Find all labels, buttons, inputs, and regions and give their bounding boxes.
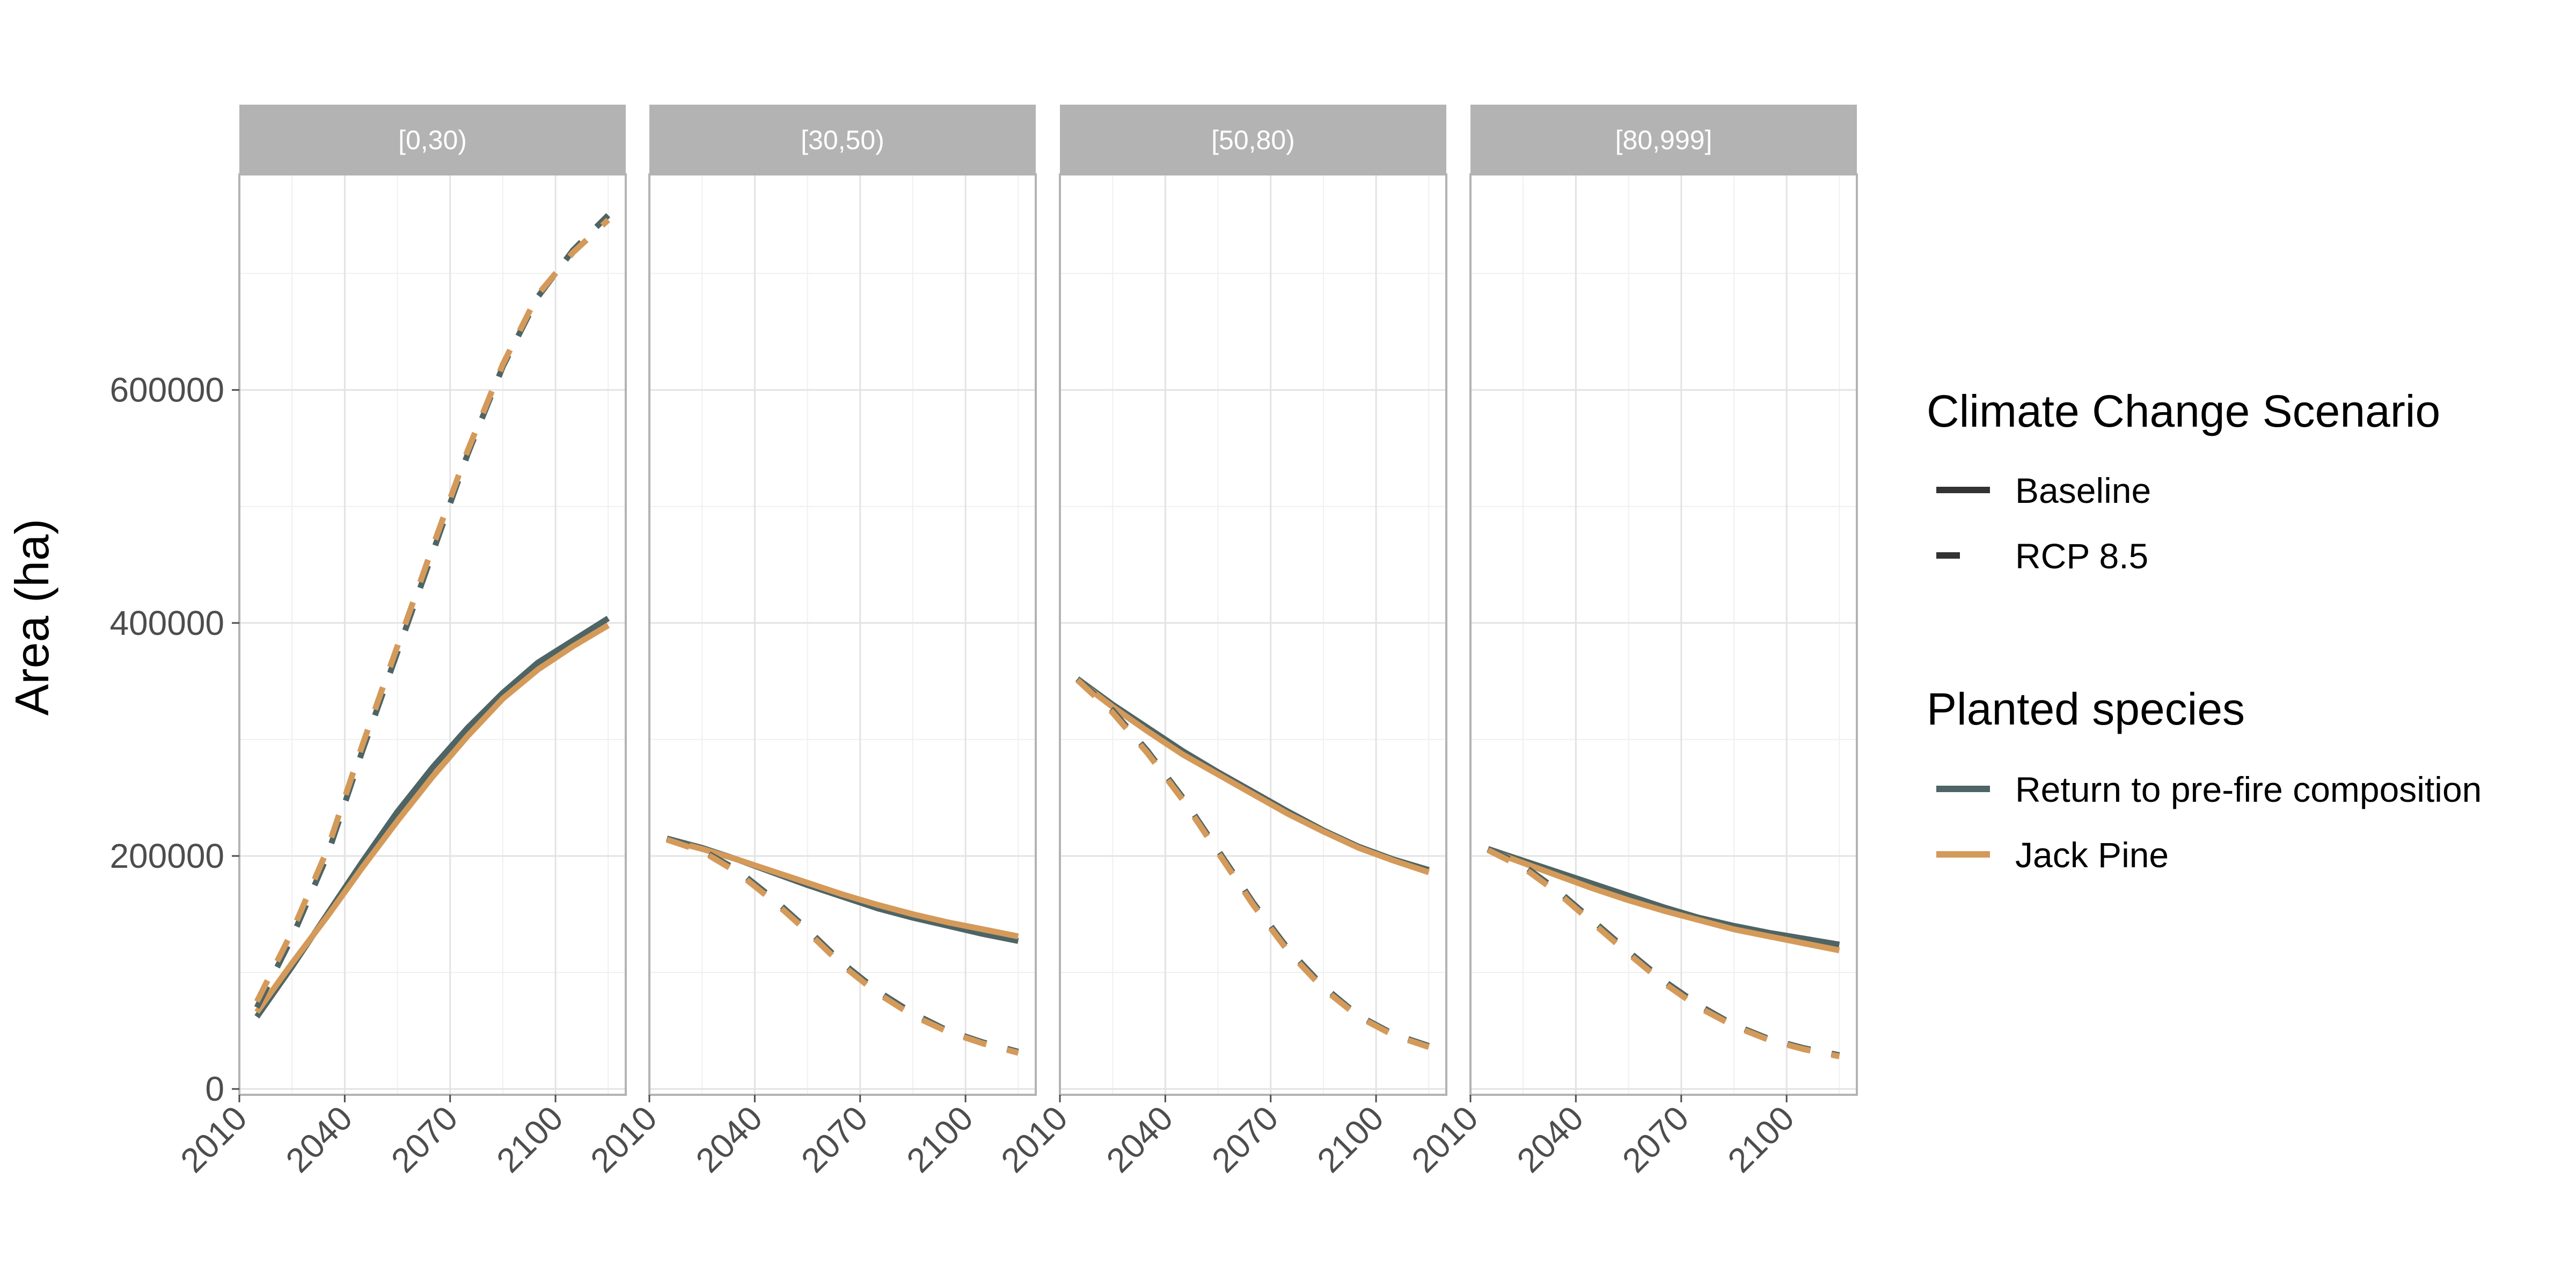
x-tick-label: 2100 bbox=[1720, 1099, 1802, 1180]
legend-title-species: Planted species bbox=[1927, 684, 2245, 734]
y-axis: 0 200000 400000 600000 bbox=[109, 371, 239, 1108]
x-tick-label: 2070 bbox=[1204, 1099, 1286, 1180]
legend-label: Baseline bbox=[2015, 471, 2151, 510]
x-tick-label: 2010 bbox=[583, 1099, 664, 1180]
y-tick-label: 600000 bbox=[109, 371, 224, 409]
x-tick-label: 2040 bbox=[689, 1099, 770, 1180]
panel-border bbox=[238, 173, 627, 1096]
facet-strip bbox=[239, 105, 626, 174]
x-tick-label: 2010 bbox=[1404, 1099, 1485, 1180]
y-axis-title: Area (ha) bbox=[5, 519, 58, 716]
y-tick-label: 0 bbox=[205, 1070, 224, 1108]
panel-1: [0,30) 2010 2040 2070 2100 bbox=[173, 105, 627, 1180]
panel-background bbox=[649, 174, 1036, 1095]
x-tick-label: 2100 bbox=[1309, 1099, 1391, 1180]
facet-strip-label: [50,80) bbox=[1211, 125, 1295, 155]
legend: Climate Change Scenario Baseline RCP 8.5 Pl… bbox=[1927, 386, 2482, 875]
panel-background bbox=[1470, 174, 1857, 1095]
facet-strip-label: [0,30) bbox=[398, 125, 467, 155]
panel-3: [50,80) 2010 2040 2070 2100 bbox=[993, 105, 1447, 1180]
x-tick-label: 2040 bbox=[1510, 1099, 1591, 1180]
x-tick-label: 2040 bbox=[279, 1099, 360, 1180]
panels: [0,30) 2010 2040 2070 2100 [30,50) 2010 2040 207… bbox=[173, 105, 1858, 1180]
x-tick-label: 2010 bbox=[173, 1099, 254, 1180]
facet-strip-label: [80,999] bbox=[1615, 125, 1713, 155]
facet-strip bbox=[649, 105, 1036, 174]
series-line-rcp85-jack-pine bbox=[1487, 847, 1840, 1059]
series-line-baseline-jack-pine bbox=[1075, 677, 1430, 875]
panel-border bbox=[1469, 173, 1858, 1096]
x-tick-label: 2070 bbox=[384, 1099, 465, 1180]
y-tick-label: 400000 bbox=[109, 604, 224, 642]
x-tick-label: 2070 bbox=[1615, 1099, 1696, 1180]
x-tick-label: 2010 bbox=[993, 1099, 1075, 1180]
legend-label: RCP 8.5 bbox=[2015, 536, 2148, 576]
facet-strip bbox=[1060, 105, 1446, 174]
panel-background bbox=[1060, 174, 1446, 1095]
series-line-baseline-jack-pine bbox=[666, 837, 1019, 940]
x-tick-label: 2100 bbox=[899, 1099, 980, 1180]
legend-label: Return to pre-fire composition bbox=[2015, 770, 2482, 809]
panel-border bbox=[1059, 173, 1447, 1096]
series-line-rcp85-jack-pine bbox=[254, 217, 611, 1003]
series-line-rcp85-jack-pine bbox=[665, 837, 1019, 1056]
facet-strip-label: [30,50) bbox=[801, 125, 884, 155]
panel-border bbox=[648, 173, 1037, 1096]
panel-4: [80,999] 2010 2040 2070 2100 bbox=[1404, 105, 1858, 1180]
series-line-baseline-jack-pine bbox=[254, 623, 610, 1014]
series-line-rcp85-jack-pine bbox=[1075, 678, 1430, 1050]
facet-strip bbox=[1470, 105, 1857, 174]
legend-label: Jack Pine bbox=[2015, 835, 2169, 875]
panel-2: [30,50) 2010 2040 2070 2100 bbox=[583, 105, 1037, 1180]
panel-background bbox=[239, 174, 626, 1095]
x-tick-label: 2070 bbox=[794, 1099, 875, 1180]
x-tick-label: 2040 bbox=[1099, 1099, 1181, 1180]
series-line-baseline-jack-pine bbox=[1487, 847, 1840, 954]
y-tick-label: 200000 bbox=[109, 837, 224, 875]
legend-title-scenario: Climate Change Scenario bbox=[1927, 386, 2440, 436]
x-tick-label: 2100 bbox=[489, 1099, 570, 1180]
